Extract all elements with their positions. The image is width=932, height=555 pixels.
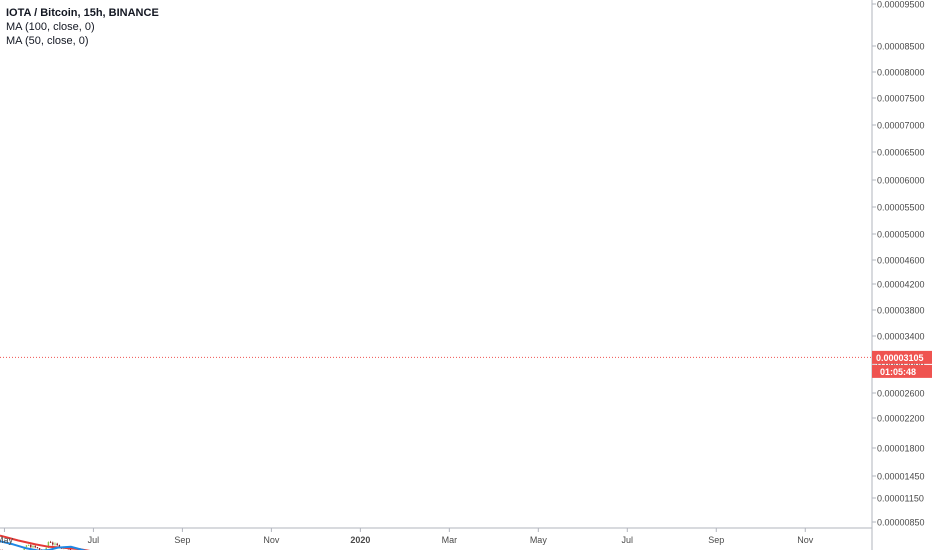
y-tick-label: 0.00003800	[877, 306, 925, 316]
x-tick-label: Nov	[263, 535, 280, 545]
y-tick-label: 0.00004200	[877, 280, 925, 290]
y-tick-label: 0.00008000	[877, 68, 925, 78]
candle-body	[50, 542, 51, 543]
countdown-value: 01:05:48	[880, 367, 916, 377]
candle-body	[30, 545, 31, 547]
x-tick-label: Jul	[622, 535, 634, 545]
legend-ma50: MA (50, close, 0)	[6, 34, 159, 48]
x-tick-label: Sep	[708, 535, 724, 545]
x-tick-label: Jul	[88, 535, 100, 545]
candle-body	[32, 546, 33, 548]
y-tick-label: 0.00006000	[877, 176, 925, 186]
y-tick-label: 0.00000850	[877, 518, 925, 528]
y-tick-label: 0.00003400	[877, 332, 925, 342]
current-price-value: 0.00003105	[876, 353, 924, 363]
y-tick-label: 0.00004600	[877, 256, 925, 266]
candle-body	[37, 547, 38, 548]
y-tick-label: 0.00009500	[877, 0, 925, 10]
candle-body	[26, 545, 27, 547]
legend-title: IOTA / Bitcoin, 15h, BINANCE	[6, 6, 159, 20]
candle-body	[54, 544, 55, 545]
x-tick-label: 2020	[350, 535, 370, 545]
y-tick-label: 0.00001150	[877, 494, 924, 504]
y-tick-label: 0.00002600	[877, 389, 925, 399]
x-tick-label: May	[530, 535, 548, 545]
y-tick-label: 0.00005000	[877, 230, 925, 240]
candle-body	[57, 544, 58, 545]
y-tick-label: 0.00001450	[877, 472, 925, 482]
candle-body	[35, 546, 36, 547]
y-tick-label: 0.00007000	[877, 121, 925, 131]
y-tick-label: 0.00007500	[877, 94, 925, 104]
x-tick-label: Mar	[442, 535, 458, 545]
y-tick-label: 0.00006500	[877, 148, 925, 158]
legend-ma100: MA (100, close, 0)	[6, 20, 159, 34]
y-tick-label: 0.00001800	[877, 444, 925, 454]
y-axis-background	[872, 0, 932, 550]
x-tick-label: May	[0, 535, 13, 545]
x-tick-label: Sep	[174, 535, 190, 545]
candle-body	[52, 543, 53, 545]
y-tick-label: 0.00002200	[877, 414, 925, 424]
x-tick-label: Nov	[797, 535, 814, 545]
candle-body	[28, 545, 29, 546]
y-tick-label: 0.00008500	[877, 42, 925, 52]
y-tick-label: 0.00005500	[877, 203, 925, 213]
y-axis[interactable]: 0.00000850 0.00001150 0.00001450 0.00001800…	[872, 0, 932, 550]
chart-legend: IOTA / Bitcoin, 15h, BINANCE MA (100, cl…	[6, 6, 159, 48]
